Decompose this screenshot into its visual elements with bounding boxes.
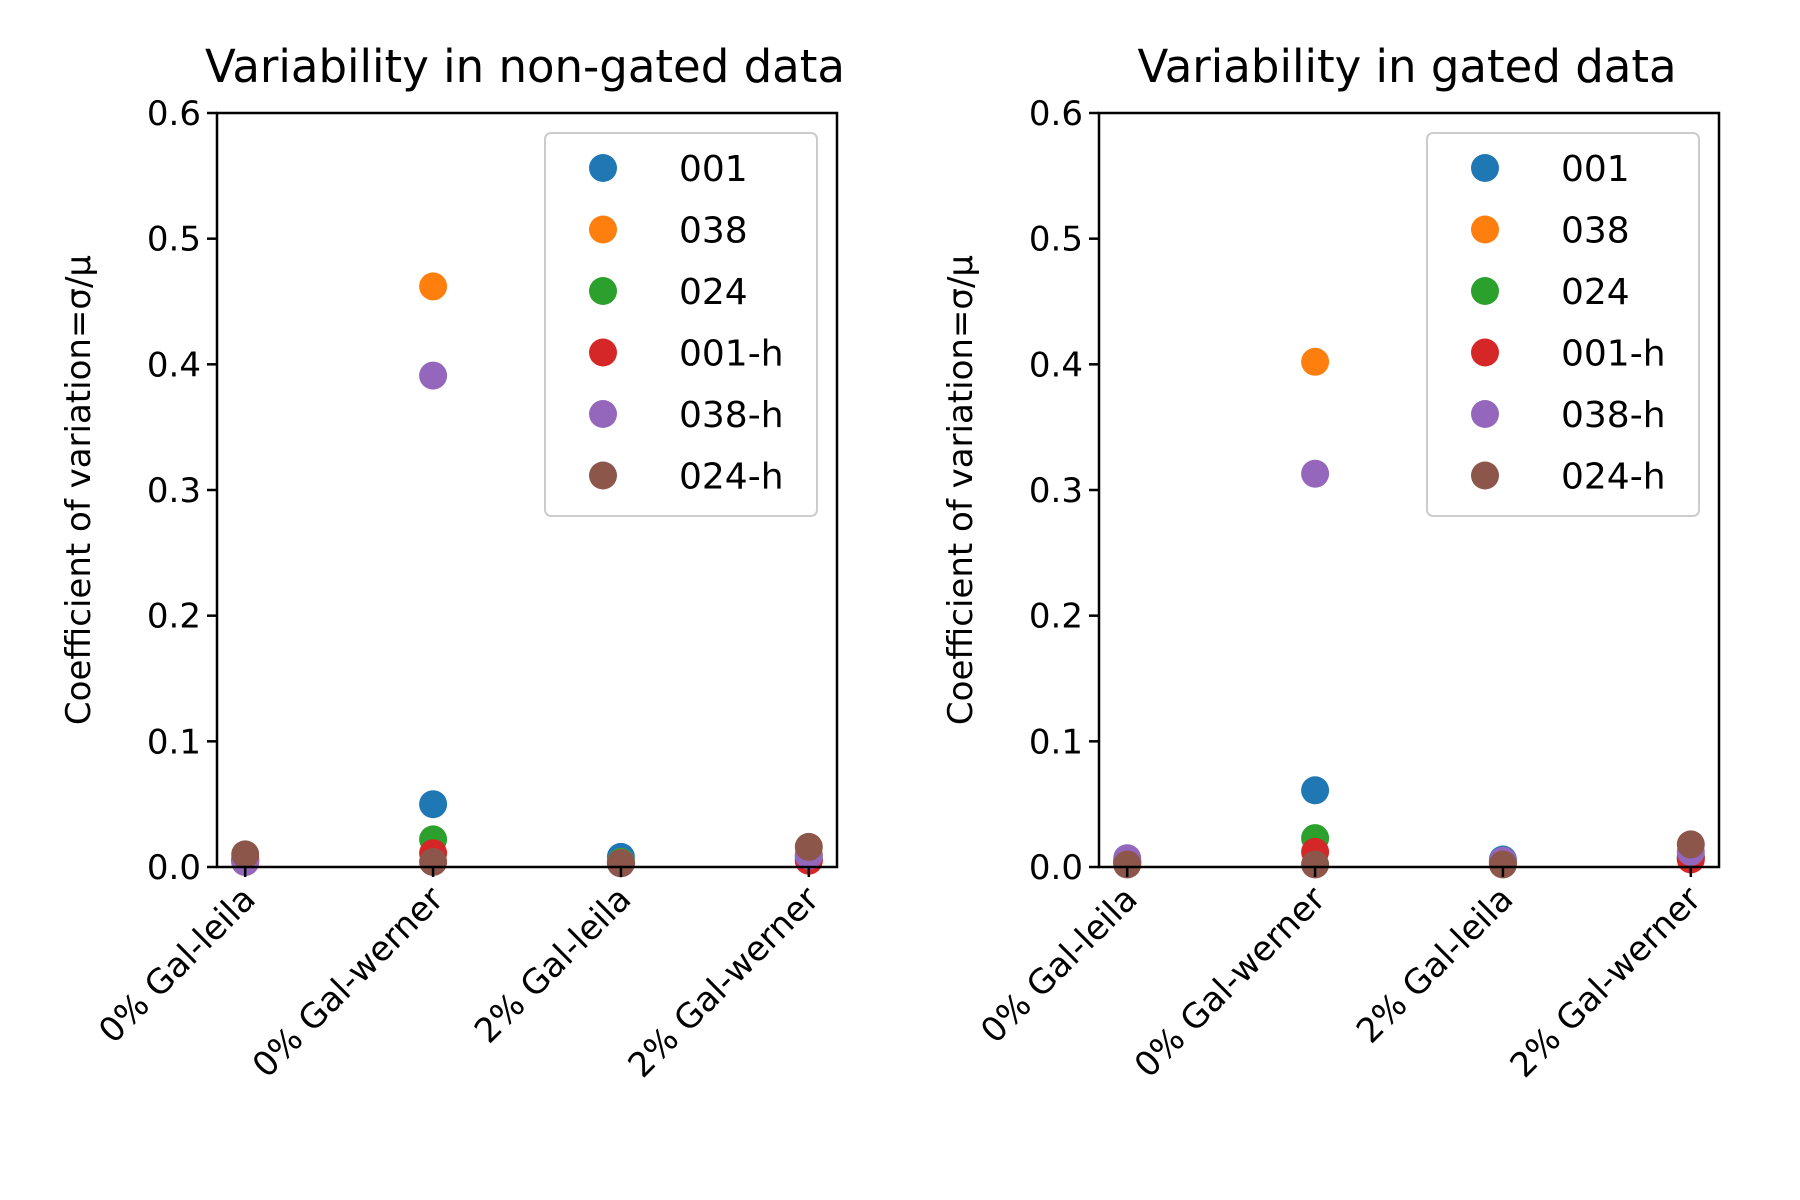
legend-entry-label: 038-h — [1561, 395, 1666, 436]
legend-entry-label: 038 — [679, 211, 748, 252]
legend-marker — [1471, 461, 1499, 490]
data-point-024-h-2 — [1488, 850, 1517, 879]
y-tick-label: 0.1 — [1029, 722, 1083, 762]
y-tick-label: 0.6 — [1029, 94, 1083, 134]
legend-marker — [589, 154, 617, 182]
legend-entry-label: 001-h — [679, 334, 784, 375]
y-axis-label: Coefficient of variation=σ/μ — [59, 255, 99, 725]
data-point-038-h-1 — [419, 361, 448, 390]
y-tick-label: 0.2 — [147, 597, 201, 637]
legend-marker — [1471, 154, 1499, 182]
legend-marker — [1471, 338, 1499, 367]
legend-marker — [589, 338, 617, 367]
y-tick-label: 0.6 — [147, 94, 201, 134]
data-point-024-h-1 — [419, 848, 448, 876]
legend-marker — [1471, 400, 1499, 428]
y-tick-label: 0.1 — [147, 722, 201, 762]
y-tick-label: 0.3 — [1029, 471, 1083, 511]
data-point-001-1 — [1301, 776, 1330, 805]
data-point-024-h-3 — [794, 832, 823, 861]
legend-marker — [589, 400, 617, 428]
data-point-024-h-0 — [231, 840, 260, 869]
legend-entry-label: 038-h — [679, 395, 784, 436]
legend-marker — [1471, 277, 1499, 305]
y-tick-label: 0.4 — [147, 345, 201, 385]
y-tick-label: 0.2 — [1029, 597, 1083, 637]
y-tick-label: 0.5 — [1029, 220, 1083, 260]
legend: 001 038 024 001-h 038-h 024-h — [1426, 132, 1700, 517]
y-tick-label: 0.0 — [147, 848, 201, 888]
legend-marker — [589, 277, 617, 305]
legend-entry-label: 038 — [1561, 211, 1630, 252]
legend-entry-label: 024-h — [1561, 457, 1666, 498]
data-point-001-1 — [419, 790, 448, 819]
y-axis-label: Coefficient of variation=σ/μ — [941, 255, 981, 725]
legend-marker — [589, 215, 617, 244]
y-tick-label: 0.0 — [1029, 848, 1083, 888]
data-point-038-h-1 — [1301, 459, 1330, 488]
data-point-024-h-2 — [606, 849, 635, 878]
legend-entry-label: 001-h — [1561, 334, 1666, 375]
chart-title: Variability in non-gated data — [205, 40, 845, 93]
y-tick-label: 0.3 — [147, 471, 201, 511]
data-point-024-h-0 — [1113, 850, 1142, 879]
data-point-024-h-1 — [1301, 850, 1330, 879]
y-tick-label: 0.5 — [147, 220, 201, 260]
data-point-038-1 — [419, 272, 448, 301]
legend-entry-label: 024-h — [679, 457, 784, 498]
legend-marker — [1471, 215, 1499, 244]
legend-marker — [589, 461, 617, 490]
chart-title: Variability in gated data — [1137, 40, 1676, 93]
legend-entry-label: 024 — [1561, 272, 1630, 313]
data-point-038-1 — [1301, 347, 1330, 376]
legend-entry-label: 001 — [1561, 149, 1630, 190]
y-tick-label: 0.4 — [1029, 345, 1083, 385]
data-point-024-h-3 — [1676, 830, 1705, 859]
legend: 001 038 024 001-h 038-h 024-h — [544, 132, 818, 517]
legend-entry-label: 001 — [679, 149, 748, 190]
legend-entry-label: 024 — [679, 272, 748, 313]
